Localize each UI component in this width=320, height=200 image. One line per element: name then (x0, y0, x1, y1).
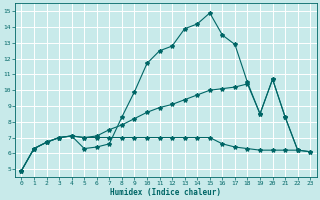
X-axis label: Humidex (Indice chaleur): Humidex (Indice chaleur) (110, 188, 221, 197)
